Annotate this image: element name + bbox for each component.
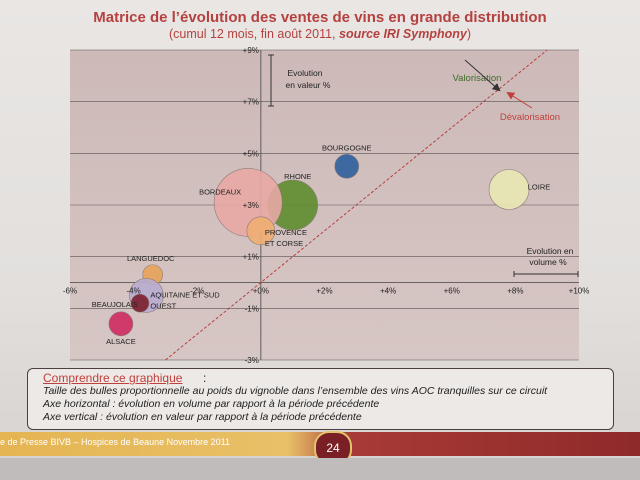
- bubble-label-aquitaine-et-sud-ouest-1: AQUITAINE ET SUD: [150, 290, 220, 299]
- y-tick-label: +5%: [243, 149, 259, 158]
- x-tick-label: +6%: [444, 287, 460, 296]
- legend-heading: Comprendre ce graphique: [43, 371, 183, 385]
- x-tick-label: +2%: [316, 287, 332, 296]
- legend-line-1: Taille des bulles proportionnelle au poi…: [43, 385, 548, 397]
- x-axis-title-line2: volume %: [529, 257, 567, 267]
- y-axis-title-line2: en valeur %: [286, 80, 331, 90]
- y-tick-label: +7%: [243, 98, 259, 107]
- valorisation-label: Valorisation: [453, 73, 502, 84]
- y-tick-label: +1%: [243, 253, 259, 262]
- diagonal-annotations: Valorisation Dévalorisation: [453, 59, 560, 123]
- x-tick-label: -6%: [63, 287, 77, 296]
- bubble-label-aquitaine-et-sud-ouest-2: OUEST: [150, 301, 176, 310]
- x-tick-label: +8%: [507, 287, 523, 296]
- legend-line-3: Axe vertical : évolution en valeur par r…: [43, 411, 362, 423]
- bubble-alsace: [108, 311, 134, 337]
- bubble-label-rhone: RHONE: [284, 172, 311, 181]
- chart-subtitle: (cumul 12 mois, fin août 2011, source IR…: [0, 27, 640, 41]
- diagonal-line: [165, 49, 548, 361]
- subtitle-prefix: (cumul 12 mois, fin août 2011,: [169, 27, 339, 41]
- devalorisation-arrow: [506, 91, 533, 109]
- subtitle-suffix: ): [466, 27, 471, 41]
- bubble-label-languedoc: LANGUEDOC: [127, 254, 175, 263]
- devalorisation-label: Dévalorisation: [500, 112, 560, 123]
- bubble-bourgogne: [334, 153, 360, 179]
- bubble-label-provence-et-corse-2: ET CORSE: [265, 239, 303, 248]
- bubble-label-bourgogne: BOURGOGNE: [322, 143, 372, 152]
- bubble-label-bordeaux: BORDEAUX: [199, 187, 241, 196]
- y-tick-label: +9%: [243, 46, 259, 55]
- y-tick-label: -3%: [245, 356, 259, 365]
- x-axis-annotation: Evolution en volume %: [513, 246, 579, 277]
- legend-box: Comprendre ce graphique : Taille des bul…: [27, 368, 614, 430]
- bubble-loire: [488, 169, 530, 210]
- bubble-beaujolais: [130, 293, 150, 313]
- chart-title: Matrice de l’évolution des ventes de vin…: [93, 9, 547, 26]
- y-tick-label: -1%: [245, 304, 259, 313]
- footer-text: e de Presse BIVB – Hospices de Beaune No…: [0, 437, 230, 447]
- x-tick-label: +0%: [253, 287, 269, 296]
- bubble-label-loire: LOIRE: [528, 183, 551, 192]
- x-axis-title-line1: Evolution en: [527, 246, 574, 256]
- x-tick-label: +10%: [569, 287, 590, 296]
- y-tick-label: +3%: [243, 201, 259, 210]
- bubble-provence-et-corse: [246, 216, 276, 246]
- valorisation-arrow: [464, 59, 501, 92]
- bubble-label-beaujolais: BEAUJOLAIS: [92, 300, 138, 309]
- legend-line-2: Axe horizontal : évolution en volume par…: [43, 398, 380, 410]
- subtitle-source: source IRI Symphony: [339, 27, 467, 41]
- bubble-label-provence-et-corse-1: PROVENCE: [265, 228, 307, 237]
- x-tick-label: +4%: [380, 287, 396, 296]
- bottom-strip: [0, 458, 640, 480]
- y-axis-title-line1: Evolution: [288, 68, 323, 78]
- x-tick-label: -4%: [127, 287, 141, 296]
- bubble-label-alsace: ALSACE: [106, 337, 136, 346]
- legend-colon: :: [203, 371, 207, 385]
- y-axis-annotation: Evolution en valeur %: [268, 54, 331, 107]
- x-tick-label: -2%: [190, 287, 204, 296]
